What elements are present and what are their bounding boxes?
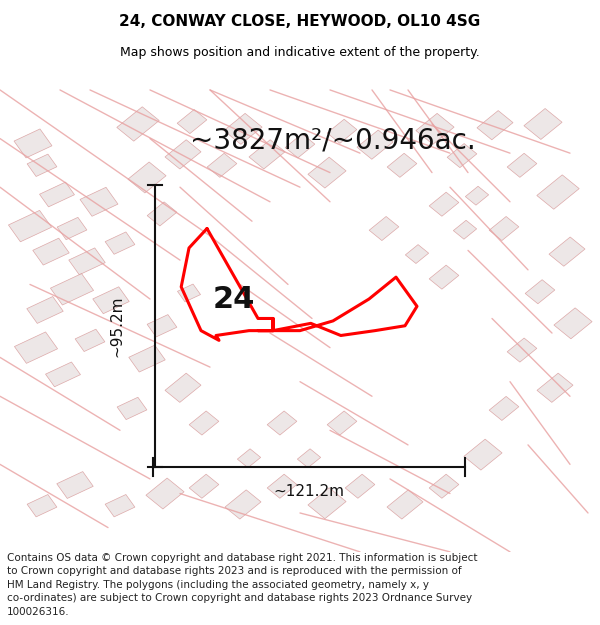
Bar (14, 332, 58, 363)
Bar (507, 153, 537, 178)
Bar (537, 175, 579, 209)
Bar (406, 244, 428, 264)
Bar (147, 314, 177, 337)
Bar (33, 238, 69, 265)
Bar (489, 216, 519, 241)
Bar (80, 188, 118, 216)
Bar (285, 134, 315, 158)
Bar (207, 153, 237, 178)
Bar (249, 140, 285, 169)
Text: 24, CONWAY CLOSE, HEYWOOD, OL10 4SG: 24, CONWAY CLOSE, HEYWOOD, OL10 4SG (119, 14, 481, 29)
Bar (464, 439, 502, 470)
Bar (27, 494, 57, 517)
Bar (128, 162, 166, 193)
Text: Contains OS data © Crown copyright and database right 2021. This information is : Contains OS data © Crown copyright and d… (7, 552, 478, 617)
Bar (117, 398, 147, 419)
Bar (75, 329, 105, 351)
Bar (165, 140, 201, 169)
Bar (27, 296, 63, 323)
Bar (178, 284, 200, 302)
Bar (298, 449, 320, 468)
Bar (387, 153, 417, 178)
Bar (146, 478, 184, 509)
Bar (387, 490, 423, 519)
Bar (165, 373, 201, 402)
Bar (447, 144, 477, 168)
Bar (345, 474, 375, 498)
Bar (27, 154, 57, 176)
Text: 24: 24 (213, 284, 255, 314)
Bar (489, 396, 519, 421)
Bar (429, 265, 459, 289)
Bar (308, 157, 346, 188)
Bar (454, 220, 476, 239)
Bar (369, 216, 399, 241)
Bar (8, 211, 52, 242)
Text: ~95.2m: ~95.2m (110, 295, 125, 356)
Bar (477, 111, 513, 140)
Bar (327, 119, 357, 143)
Bar (189, 474, 219, 498)
Bar (40, 182, 74, 207)
Bar (129, 345, 165, 372)
Bar (429, 474, 459, 498)
Text: Map shows position and indicative extent of the property.: Map shows position and indicative extent… (120, 46, 480, 59)
Text: ~3827m²/~0.946ac.: ~3827m²/~0.946ac. (190, 127, 476, 155)
Bar (57, 472, 93, 499)
Bar (93, 287, 129, 314)
Bar (57, 217, 87, 240)
Bar (507, 338, 537, 362)
Bar (524, 109, 562, 139)
Bar (549, 237, 585, 266)
Bar (429, 192, 459, 216)
Bar (537, 373, 573, 402)
Bar (308, 488, 346, 519)
Bar (238, 449, 260, 468)
Bar (117, 107, 159, 141)
Bar (267, 411, 297, 435)
Bar (189, 411, 219, 435)
Bar (50, 274, 94, 305)
Bar (525, 280, 555, 304)
Bar (147, 202, 177, 226)
Bar (225, 490, 261, 519)
Bar (69, 248, 105, 275)
Bar (105, 232, 135, 254)
Bar (46, 362, 80, 387)
Bar (357, 130, 393, 159)
Bar (554, 308, 592, 339)
Bar (267, 474, 297, 498)
Bar (105, 494, 135, 517)
Bar (177, 109, 207, 134)
Text: ~121.2m: ~121.2m (274, 484, 344, 499)
Bar (14, 129, 52, 158)
Bar (327, 411, 357, 435)
Bar (224, 113, 262, 144)
Bar (466, 186, 488, 205)
Bar (416, 113, 454, 144)
